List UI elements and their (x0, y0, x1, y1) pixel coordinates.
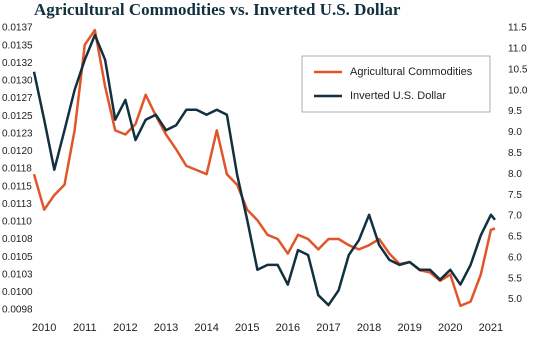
y2ticks-label: 10.5 (508, 64, 528, 75)
yticks-label: 0.0118 (2, 164, 32, 175)
yticks-label: 0.0110 (2, 217, 32, 228)
yticks-label: 0.0127 (2, 93, 33, 104)
x-tick-label: 2016 (276, 322, 300, 334)
y2ticks-label: 9.0 (508, 127, 522, 138)
yticks-label: 0.0123 (2, 128, 33, 139)
x-tick-label: 2020 (438, 322, 462, 334)
y2ticks-label: 8.0 (508, 169, 522, 180)
x-tick-label: 2021 (479, 322, 503, 334)
y2ticks-label: 7.0 (508, 211, 522, 222)
yticks-label: 0.0135 (2, 40, 33, 51)
y2ticks-label: 9.5 (508, 106, 522, 117)
yticks-label: 0.0125 (2, 111, 33, 122)
y2ticks-label: 6.5 (508, 232, 522, 243)
x-tick-label: 2019 (397, 322, 421, 334)
yticks-label: 0.0115 (2, 181, 32, 192)
yticks-label: 0.0100 (2, 287, 33, 298)
x-tick-label: 2018 (357, 322, 381, 334)
series-line (32, 33, 496, 307)
y2ticks-label: 6.0 (508, 252, 522, 263)
x-tick-label: 2011 (73, 322, 97, 334)
y2ticks-label: 8.5 (508, 148, 522, 159)
y2ticks-label: 11.0 (508, 44, 527, 55)
yticks-label: 0.0113 (2, 199, 32, 210)
yticks-label: 0.0105 (2, 252, 33, 263)
yticks-label: 0.0103 (2, 269, 33, 280)
y2ticks-label: 5.0 (508, 294, 522, 305)
x-tick-label: 2014 (194, 322, 218, 334)
yticks-label: 0.0108 (2, 234, 33, 245)
y2ticks-label: 10.0 (508, 85, 528, 96)
legend-label: Inverted U.S. Dollar (350, 90, 446, 102)
yticks-label: 0.0098 (2, 305, 33, 316)
x-tick-label: 2012 (113, 322, 137, 334)
yticks-label: 0.0137 (2, 23, 33, 34)
yticks-label: 0.0132 (2, 58, 33, 69)
x-tick-label: 2015 (235, 322, 259, 334)
x-tick-label: 2013 (154, 322, 178, 334)
x-tick-label: 2010 (32, 322, 56, 334)
chart-title: Agricultural Commodities vs. Inverted U.… (34, 0, 401, 19)
yticks-label: 0.0120 (2, 146, 33, 157)
legend-label: Agricultural Commodities (350, 66, 473, 78)
y2ticks-label: 11.5 (508, 23, 527, 34)
y2ticks-label: 5.5 (508, 273, 522, 284)
x-tick-label: 2017 (316, 322, 340, 334)
legend-box (301, 55, 491, 113)
yticks-label: 0.0130 (2, 76, 33, 87)
y2ticks-label: 7.5 (508, 190, 522, 201)
